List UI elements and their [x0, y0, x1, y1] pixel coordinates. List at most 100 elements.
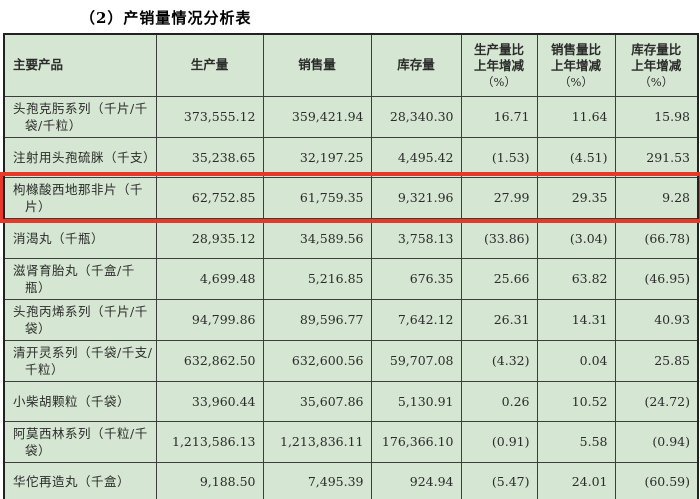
cell-inventory-yoy: 25.85: [614, 339, 699, 382]
cell-product: 头孢丙烯系列（千片/千袋）: [3, 298, 157, 341]
cell-production-yoy: (4.32): [460, 339, 538, 382]
header-line: 上年增减: [473, 57, 524, 73]
cell-inventory: 676.35: [370, 257, 462, 300]
header-inventory-yoy: 库存量比 上年增减 （%）: [614, 33, 699, 97]
cell-sales: 34,589.56: [262, 217, 372, 259]
production-sales-analysis-table: 主要产品 生产量 销售量 库存量 生产量比 上年增减 （%） 销售量比 上年增减…: [0, 33, 700, 499]
cell-sales-yoy: (4.51): [536, 136, 616, 178]
cell-production: 373,555.12: [155, 95, 264, 138]
cell-product: 头孢克肟系列（千片/千袋/千粒）: [3, 95, 157, 138]
cell-production-yoy: 16.71: [460, 95, 538, 138]
cell-inventory: 28,340.30: [370, 95, 462, 138]
table-row: 小柴胡颗粒（千袋） 33,960.44 35,607.86 5,130.91 0…: [3, 380, 699, 422]
cell-inventory-yoy: (60.59): [614, 461, 699, 499]
table-row: 华佗再造丸（千盒） 9,188.50 7,495.39 924.94 (5.47…: [3, 461, 699, 499]
cell-production-yoy: (5.47): [460, 461, 538, 499]
table-row: 消渴丸（千瓶） 28,935.12 34,589.56 3,758.13 (33…: [3, 217, 699, 259]
table-row: 头孢克肟系列（千片/千袋/千粒） 373,555.12 359,421.94 2…: [3, 95, 699, 138]
table-row: 注射用头孢硫脒（千支） 35,238.65 32,197.25 4,495.42…: [3, 136, 699, 178]
cell-product: 注射用头孢硫脒（千支）: [3, 136, 157, 178]
cell-production-yoy: (1.53): [460, 136, 538, 178]
cell-sales-yoy: 5.58: [536, 420, 616, 463]
cell-inventory: 59,707.08: [370, 339, 462, 382]
cell-production-yoy: 0.26: [460, 380, 538, 422]
cell-sales: 5,216.85: [262, 257, 372, 300]
cell-production: 28,935.12: [155, 217, 264, 259]
cell-inventory-yoy: (0.94): [614, 420, 699, 463]
cell-production: 62,752.85: [155, 176, 264, 219]
cell-inventory-yoy: 40.93: [614, 298, 699, 341]
cell-production-yoy: 26.31: [460, 298, 538, 341]
cell-sales-yoy: 0.04: [536, 339, 616, 382]
header-inventory: 库存量: [370, 33, 462, 97]
table-row: 滋肾育胎丸（千盒/千瓶） 4,699.48 5,216.85 676.35 25…: [3, 257, 699, 300]
cell-product: 华佗再造丸（千盒）: [3, 461, 157, 499]
cell-production: 632,862.50: [155, 339, 264, 382]
cell-inventory-yoy: (46.95): [614, 257, 699, 300]
cell-production: 94,799.86: [155, 298, 264, 341]
cell-sales: 1,213,836.11: [262, 420, 372, 463]
cell-production: 4,699.48: [155, 257, 264, 300]
cell-production: 33,960.44: [155, 380, 264, 422]
cell-sales-yoy: 11.64: [536, 95, 616, 138]
header-production: 生产量: [155, 33, 264, 97]
cell-production-yoy: 27.99: [460, 176, 538, 219]
cell-production: 9,188.50: [155, 461, 264, 499]
cell-product: 消渴丸（千瓶）: [3, 217, 157, 259]
header-sales-yoy: 销售量比 上年增减 （%）: [536, 33, 616, 97]
header-line: 上年增减: [631, 57, 682, 73]
cell-product: 滋肾育胎丸（千盒/千瓶）: [3, 257, 157, 300]
cell-production: 1,213,586.13: [155, 420, 264, 463]
table-row-highlighted: 枸橼酸西地那非片（千片） 62,752.85 61,759.35 9,321.9…: [0, 172, 700, 223]
cell-inventory: 176,366.10: [370, 420, 462, 463]
table-row: 清开灵系列（千袋/千支/千粒） 632,862.50 632,600.56 59…: [3, 339, 699, 382]
cell-sales-yoy: 63.82: [536, 257, 616, 300]
cell-production: 35,238.65: [155, 136, 264, 178]
page-title: （2）产销量情况分析表: [80, 9, 252, 27]
header-sales: 销售量: [262, 33, 372, 97]
cell-product: 清开灵系列（千袋/千支/千粒）: [3, 339, 157, 382]
cell-sales-yoy: 29.35: [536, 176, 616, 219]
cell-sales: 35,607.86: [262, 380, 372, 422]
cell-inventory-yoy: 291.53: [614, 136, 699, 178]
cell-sales-yoy: 14.31: [536, 298, 616, 341]
cell-inventory: 3,758.13: [370, 217, 462, 259]
cell-inventory-yoy: (66.78): [614, 217, 699, 259]
header-row: 主要产品 生产量 销售量 库存量 生产量比 上年增减 （%） 销售量比 上年增减…: [3, 33, 699, 97]
cell-product: 阿莫西林系列（千粒/千袋）: [3, 420, 157, 463]
cell-sales: 89,596.77: [262, 298, 372, 341]
cell-product: 枸橼酸西地那非片（千片）: [3, 176, 157, 219]
cell-sales: 32,197.25: [262, 136, 372, 178]
header-main-product: 主要产品: [3, 33, 157, 97]
header-line: 上年增减: [550, 57, 601, 73]
cell-inventory-yoy: 9.28: [614, 176, 699, 219]
table-row: 头孢丙烯系列（千片/千袋） 94,799.86 89,596.77 7,642.…: [3, 298, 699, 341]
header-line: 库存量比: [631, 41, 682, 57]
cell-sales: 7,495.39: [262, 461, 372, 499]
cell-sales-yoy: 10.52: [536, 380, 616, 422]
cell-production-yoy: (0.91): [460, 420, 538, 463]
cell-sales-yoy: (3.04): [536, 217, 616, 259]
header-percent-unit: （%）: [639, 74, 674, 89]
header-percent-unit: （%）: [559, 74, 593, 89]
cell-sales-yoy: 24.01: [536, 461, 616, 499]
cell-production-yoy: 25.66: [460, 257, 538, 300]
table-row: 阿莫西林系列（千粒/千袋） 1,213,586.13 1,213,836.11 …: [3, 420, 699, 463]
cell-inventory: 924.94: [370, 461, 462, 499]
cell-product: 小柴胡颗粒（千袋）: [3, 380, 157, 422]
header-production-yoy: 生产量比 上年增减 （%）: [460, 33, 538, 97]
cell-inventory: 4,495.42: [370, 136, 462, 178]
header-line: 生产量比: [473, 41, 524, 57]
cell-inventory: 7,642.12: [370, 298, 462, 341]
cell-inventory-yoy: 15.98: [614, 95, 699, 138]
cell-inventory: 5,130.91: [370, 380, 462, 422]
cell-production-yoy: (33.86): [460, 217, 538, 259]
cell-sales: 632,600.56: [262, 339, 372, 382]
header-line: 销售量比: [550, 41, 601, 57]
cell-inventory: 9,321.96: [370, 176, 462, 219]
cell-inventory-yoy: (24.72): [614, 380, 699, 422]
header-percent-unit: （%）: [482, 74, 516, 89]
cell-sales: 359,421.94: [262, 95, 372, 138]
cell-sales: 61,759.35: [262, 176, 372, 219]
